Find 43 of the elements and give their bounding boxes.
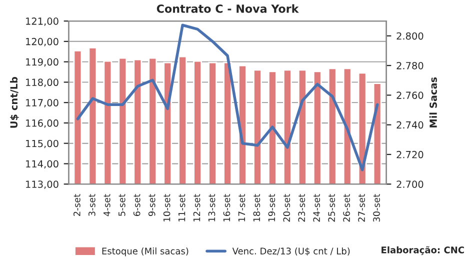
y-tick-label: 117,00 [26, 99, 58, 108]
y2-tick-label: 2.800 [396, 32, 424, 40]
y-tick-label: 121,00 [26, 18, 58, 26]
x-tick-label: 20-set [283, 194, 290, 222]
x-tick-label: 26-set [343, 194, 350, 222]
y-tick-label: 120,00 [26, 38, 58, 46]
y2-tick-label: 2.780 [396, 62, 424, 70]
x-tick-label: 16-set [223, 194, 230, 222]
y2-tick-label: 2.700 [396, 180, 424, 188]
x-tick-label: 19-set [268, 194, 276, 222]
y2-tick-label: 2.740 [396, 121, 424, 129]
x-tick-label: 25-set [328, 194, 335, 222]
x-tick-label: 9-set [148, 194, 156, 216]
y2-axis-title: Mil Sacas [429, 77, 437, 128]
y-axis-title: U$ cnt/Lb [10, 76, 19, 128]
chart-title: Contrato C - Nova York [156, 4, 299, 13]
x-tick-label: 2-set [74, 194, 80, 216]
y2-tick-label: 2.760 [396, 92, 424, 99]
x-tick-label: 13-set [208, 194, 216, 222]
legend-label: Venc. Dez/13 (U$ cnt / Lb) [232, 247, 350, 256]
text: Elaboração: CNC [382, 246, 464, 255]
x-tick-label: 10-set [163, 194, 170, 222]
x-tick-label: 24-set [313, 194, 320, 222]
x-tick-label: 18-set [253, 194, 260, 222]
x-tick-label: 12-set [193, 194, 200, 222]
x-tick-label: 11-set [178, 194, 186, 222]
x-tick-label: 30-set [373, 194, 380, 222]
x-tick-label: 3-set [88, 194, 96, 216]
y-tick-label: 115,00 [26, 140, 58, 148]
y-tick-label: 114,00 [26, 160, 58, 169]
x-tick-label: 27-set [358, 194, 365, 222]
legend-label: Estoque (Mil sacas) [102, 247, 188, 256]
y2-tick-label: 2.720 [396, 150, 424, 158]
y-tick-label: 118,00 [26, 78, 58, 88]
x-tick-label: 17-set [238, 194, 246, 222]
x-tick-label: 4-set [104, 194, 110, 216]
y-tick-label: 119,00 [26, 58, 58, 67]
x-tick-label: 23-set [298, 194, 306, 222]
y-tick-label: 116,00 [26, 119, 58, 128]
x-tick-label: 6-set [133, 194, 140, 216]
x-tick-label: 5-set [118, 194, 126, 216]
y-tick-label: 113,00 [26, 180, 58, 189]
line-series [76, 24, 379, 172]
